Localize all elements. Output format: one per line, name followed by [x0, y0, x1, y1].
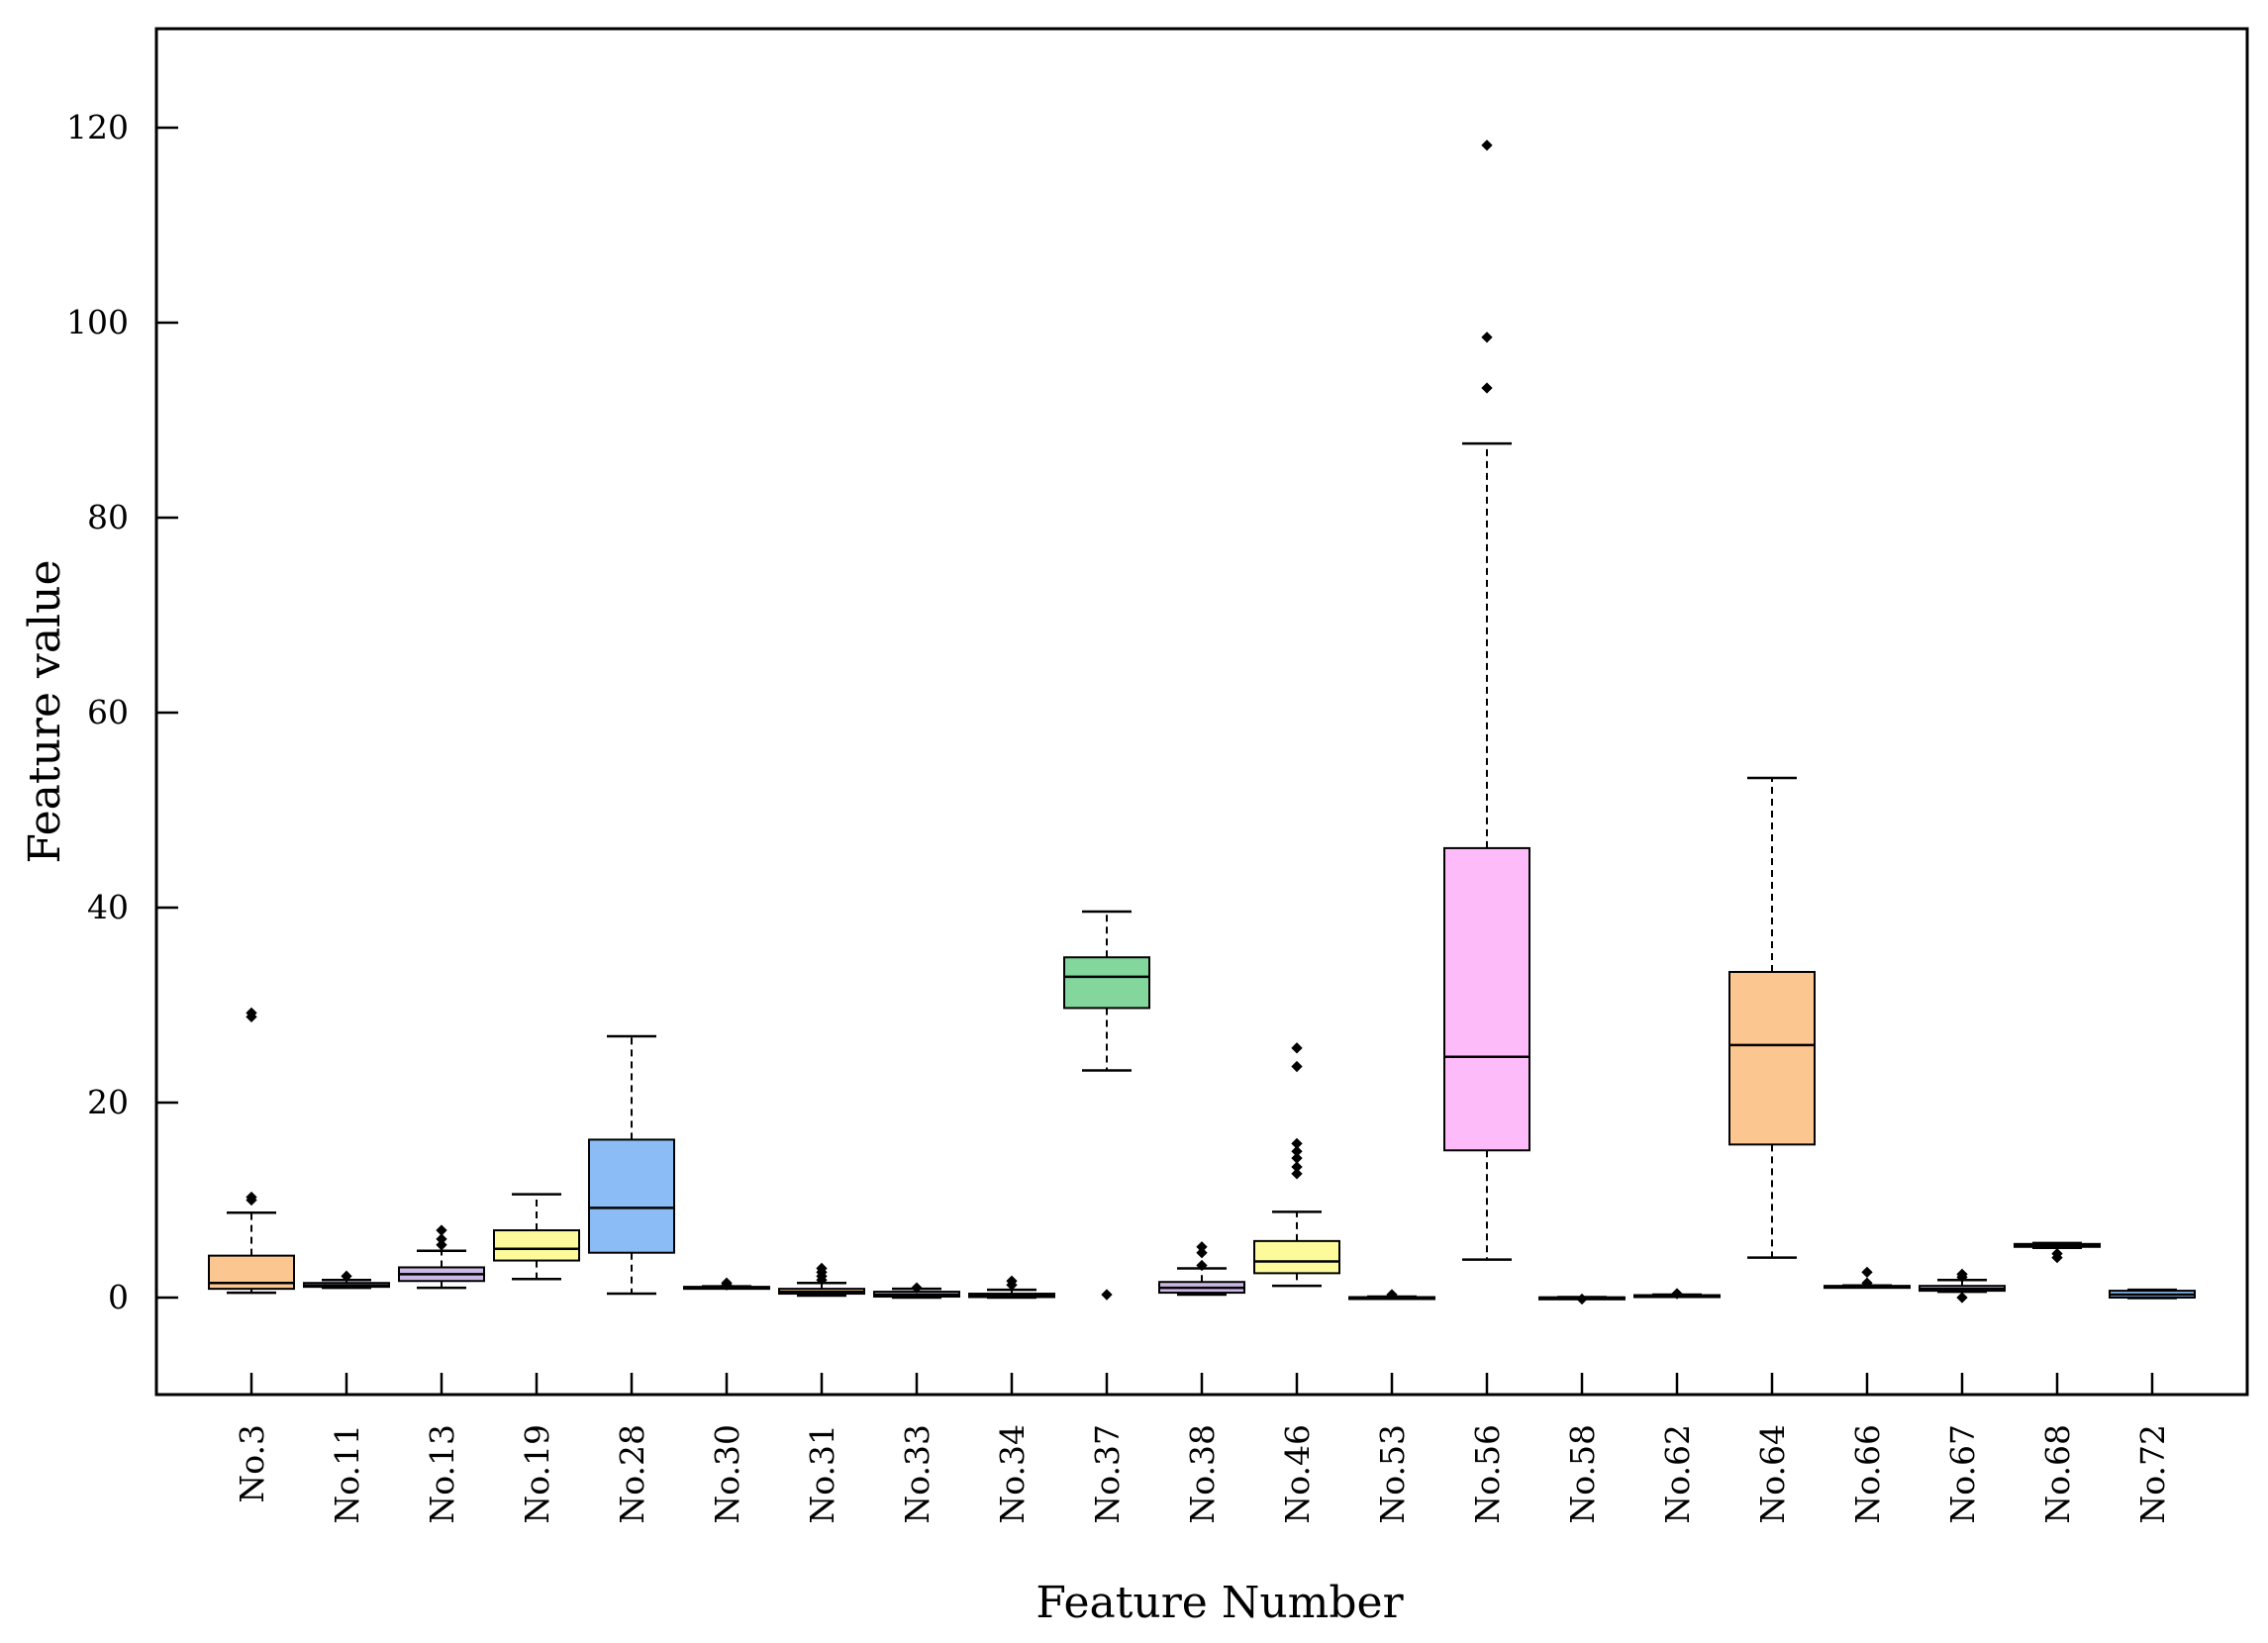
x-tick-label: No.56 [1468, 1424, 1507, 1524]
outlier-point [1291, 1060, 1303, 1073]
outlier-point [1291, 1042, 1303, 1054]
box-no3 [208, 1007, 295, 1295]
outlier-point [1291, 1145, 1303, 1157]
x-tick-label: No.38 [1183, 1424, 1222, 1524]
plot-frame [154, 27, 2249, 1397]
box-no34 [968, 1275, 1055, 1300]
y-tick-label: 20 [87, 1083, 129, 1121]
box-no72 [2109, 1288, 2196, 1300]
box-no30 [683, 1277, 770, 1291]
x-tick-label: No.33 [898, 1424, 937, 1524]
box-iqr [493, 1229, 580, 1262]
outlier-point [1671, 1288, 1683, 1300]
outlier-point [1481, 382, 1493, 394]
box-no11 [303, 1270, 390, 1290]
outlier-point [1101, 1289, 1113, 1301]
outlier-point [1956, 1292, 1968, 1304]
outlier-point [1956, 1268, 1968, 1281]
box-no37 [1063, 910, 1150, 1301]
x-axis-title: Feature Number [1035, 1578, 1404, 1628]
y-axis: 0 20 40 60 80 100 120 [66, 108, 178, 1316]
box-iqr [1063, 956, 1150, 1010]
outlier-point [1196, 1259, 1208, 1272]
box-no67 [1919, 1268, 2006, 1304]
outlier-point [721, 1277, 733, 1289]
x-tick-label: No.66 [1848, 1424, 1887, 1524]
outlier-point [1291, 1161, 1303, 1173]
outlier-point [1861, 1266, 1873, 1279]
x-tick-label: No.58 [1563, 1424, 1602, 1524]
outlier-point [1481, 332, 1493, 343]
x-tick-label: No.67 [1943, 1424, 1982, 1524]
box-iqr [1253, 1239, 1340, 1275]
box-no13 [398, 1224, 485, 1290]
y-tick-label: 100 [66, 303, 129, 341]
boxes-layer [208, 140, 2196, 1305]
y-tick-label: 40 [87, 888, 129, 926]
y-tick-label: 0 [108, 1278, 129, 1316]
x-tick-label: No.11 [328, 1424, 366, 1524]
box-iqr [1728, 971, 1816, 1146]
box-iqr [1443, 846, 1530, 1152]
x-tick-label: No.72 [2133, 1424, 2172, 1524]
outlier-point [1481, 140, 1493, 151]
x-tick-label: No.3 [233, 1424, 271, 1503]
outlier-point [1576, 1293, 1588, 1305]
box-no33 [873, 1282, 960, 1300]
x-tick-label: No.37 [1088, 1424, 1127, 1524]
outlier-point [1291, 1137, 1303, 1150]
x-tick-label: No.62 [1658, 1424, 1697, 1524]
box-no38 [1158, 1241, 1245, 1297]
outlier-point [911, 1282, 923, 1294]
outlier-point [1006, 1275, 1018, 1287]
x-tick-label: No.64 [1753, 1424, 1792, 1524]
y-axis-title: Feature value [20, 559, 70, 863]
box-no58 [1538, 1293, 1626, 1305]
y-tick-label: 80 [87, 498, 129, 536]
box-no53 [1348, 1289, 1435, 1301]
y-tick-label: 120 [66, 108, 129, 146]
x-tick-label: No.31 [803, 1424, 841, 1524]
box-no28 [588, 1034, 675, 1296]
outlier-point [816, 1262, 828, 1275]
x-tick-label: No.28 [613, 1424, 651, 1524]
outlier-point [1291, 1168, 1303, 1180]
outlier-point [1861, 1277, 1873, 1289]
box-no66 [1824, 1266, 1911, 1290]
box-no64 [1728, 776, 1816, 1259]
x-tick-label: No.30 [708, 1424, 746, 1524]
outlier-point [341, 1270, 352, 1282]
x-tick-label: No.68 [2038, 1424, 2077, 1524]
box-no19 [493, 1193, 580, 1281]
outlier-point [1291, 1152, 1303, 1164]
box-no31 [778, 1262, 865, 1298]
outlier-point [436, 1233, 447, 1245]
outlier-point [246, 1007, 257, 1019]
outlier-point [436, 1224, 447, 1236]
box-iqr [588, 1138, 675, 1254]
outlier-point [436, 1239, 447, 1251]
x-tick-label: No.19 [518, 1424, 556, 1524]
box-no62 [1633, 1288, 1721, 1300]
x-tick-label: No.46 [1278, 1424, 1317, 1524]
y-tick-label: 60 [87, 693, 129, 731]
x-tick-label: No.53 [1373, 1424, 1412, 1524]
x-tick-label: No.13 [423, 1424, 461, 1524]
box-no56 [1443, 140, 1530, 1261]
outlier-point [2051, 1248, 2063, 1260]
outlier-point [1196, 1241, 1208, 1253]
x-axis: No.3 No.11 No.13 No.19 No.28 No.30 No.31 No.33 N… [233, 1373, 2172, 1524]
box-no46 [1253, 1042, 1340, 1288]
outlier-point [246, 1191, 257, 1204]
outlier-point [1386, 1289, 1398, 1301]
box-no68 [2014, 1241, 2101, 1264]
outlier-point [1196, 1247, 1208, 1259]
x-tick-label: No.34 [993, 1424, 1032, 1524]
